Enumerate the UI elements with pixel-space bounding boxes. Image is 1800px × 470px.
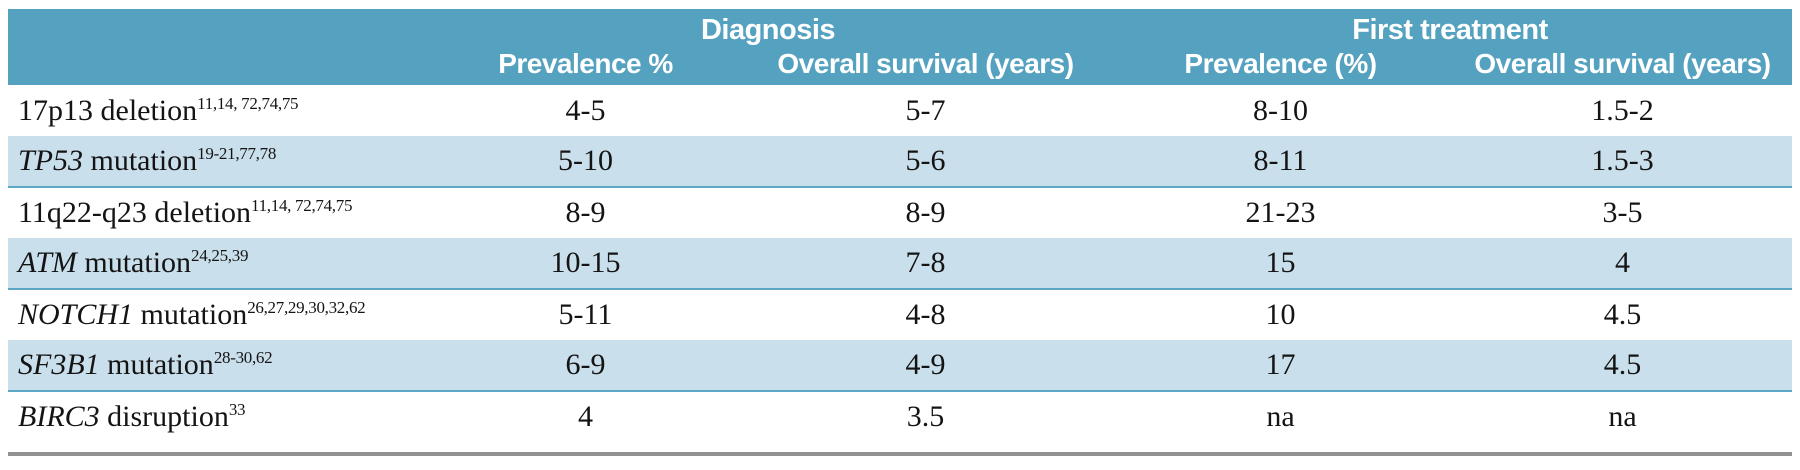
reference-superscript: 26,27,29,30,32,62	[247, 298, 366, 317]
cell-treatment-prevalence: 8-10	[1253, 93, 1308, 127]
gene-name: NOTCH1	[18, 298, 134, 331]
cell-treatment-prevalence: 17	[1265, 348, 1296, 381]
lesion-type: deletion	[146, 196, 252, 229]
table-container: Diagnosis First treatment Prevalence % O…	[8, 9, 1793, 456]
reference-superscript: 28-30,62	[213, 348, 273, 367]
cell-treatment-survival: 1.5-2	[1591, 93, 1654, 127]
cell-treatment-prevalence: 10	[1265, 298, 1296, 331]
col-header-diagnosis-survival: Overall survival (years)	[743, 47, 1108, 85]
cell-treatment-survival: 4	[1615, 246, 1630, 279]
lesion-type: mutation	[76, 246, 192, 279]
table-bottom-rule	[8, 452, 1792, 456]
cell-treatment-prevalence: 21-23	[1245, 196, 1316, 229]
cell-diagnosis-prevalence: 6-9	[565, 348, 606, 381]
reference-superscript: 11,14, 72,74,75	[251, 196, 353, 215]
lesion-label: BIRC3 disruption33	[8, 391, 428, 442]
gene-name: TP53	[18, 144, 84, 177]
corner-header-cell	[8, 9, 428, 85]
gene-name: BIRC3	[18, 400, 100, 433]
cell-diagnosis-prevalence: 4	[578, 400, 593, 433]
group-header-diagnosis: Diagnosis	[428, 9, 1108, 47]
reference-superscript: 24,25,39	[191, 246, 249, 265]
lesion-label: 11q22-q23 deletion11,14, 72,74,75	[8, 187, 428, 238]
reference-superscript: 11,14, 72,74,75	[197, 93, 299, 113]
reference-superscript: 33	[228, 400, 246, 419]
table-row: SF3B1 mutation28-30,62 6-9 4-9 17 4.5	[8, 340, 1793, 391]
lesion-label: SF3B1 mutation28-30,62	[8, 340, 428, 391]
cell-diagnosis-prevalence: 4-5	[565, 93, 606, 127]
lesion-label: ATM mutation24,25,39	[8, 238, 428, 289]
col-header-treatment-prevalence: Prevalence (%)	[1108, 47, 1453, 85]
cell-treatment-survival: 1.5-3	[1591, 144, 1654, 177]
column-header-row: Prevalence % Overall survival (years) Pr…	[8, 47, 1793, 85]
group-header-first-treatment: First treatment	[1108, 9, 1793, 47]
gene-name: 17p13	[18, 93, 93, 127]
cell-treatment-survival: 4.5	[1603, 298, 1642, 331]
cell-treatment-survival: na	[1608, 400, 1637, 433]
lesion-label: NOTCH1 mutation26,27,29,30,32,62	[8, 289, 428, 340]
lesion-label: 17p13 deletion11,14, 72,74,75	[8, 85, 428, 136]
cell-diagnosis-survival: 4-9	[905, 348, 946, 381]
cell-diagnosis-prevalence: 5-11	[558, 298, 613, 331]
lesion-type: mutation	[133, 298, 248, 331]
lesion-type: mutation	[83, 144, 198, 177]
table-row: 17p13 deletion11,14, 72,74,75 4-5 5-7 8-…	[8, 85, 1792, 136]
cell-treatment-prevalence: na	[1266, 400, 1295, 433]
cell-diagnosis-survival: 7-8	[905, 246, 946, 279]
cell-diagnosis-survival: 5-7	[905, 93, 946, 127]
cell-diagnosis-prevalence: 10-15	[550, 246, 621, 279]
cell-diagnosis-survival: 8-9	[905, 196, 946, 229]
cell-treatment-prevalence: 15	[1265, 246, 1296, 279]
cell-treatment-survival: 4.5	[1603, 348, 1642, 381]
gene-name: 11q22-q23	[18, 196, 147, 229]
table-row: BIRC3 disruption33 4 3.5 na na	[8, 391, 1792, 442]
table-row: 11q22-q23 deletion11,14, 72,74,75 8-9 8-…	[8, 187, 1792, 238]
group-header-row: Diagnosis First treatment	[8, 9, 1793, 85]
reference-superscript: 19-21,77,78	[197, 144, 277, 163]
cell-diagnosis-survival: 5-6	[905, 144, 946, 177]
table-row: TP53 mutation19-21,77,78 5-10 5-6 8-11 1…	[8, 136, 1793, 187]
gene-name: SF3B1	[18, 348, 100, 381]
col-header-treatment-survival: Overall survival (years)	[1453, 47, 1793, 85]
cell-diagnosis-survival: 3.5	[906, 400, 945, 433]
genetic-lesions-table: Diagnosis First treatment Prevalence % O…	[8, 9, 1793, 442]
table-row: NOTCH1 mutation26,27,29,30,32,62 5-11 4-…	[8, 289, 1792, 340]
cell-diagnosis-prevalence: 8-9	[565, 196, 606, 229]
cell-diagnosis-survival: 4-8	[905, 298, 946, 331]
lesion-type: disruption	[99, 400, 229, 433]
cell-treatment-prevalence: 8-11	[1253, 144, 1308, 177]
cell-treatment-survival: 3-5	[1602, 196, 1643, 229]
lesion-label: TP53 mutation19-21,77,78	[8, 136, 428, 187]
gene-name: ATM	[18, 246, 77, 279]
lesion-type: mutation	[99, 348, 214, 381]
table-row: ATM mutation24,25,39 10-15 7-8 15 4	[8, 238, 1793, 289]
lesion-type: deletion	[93, 93, 198, 127]
col-header-diagnosis-prevalence: Prevalence %	[428, 47, 743, 85]
cell-diagnosis-prevalence: 5-10	[558, 144, 613, 177]
